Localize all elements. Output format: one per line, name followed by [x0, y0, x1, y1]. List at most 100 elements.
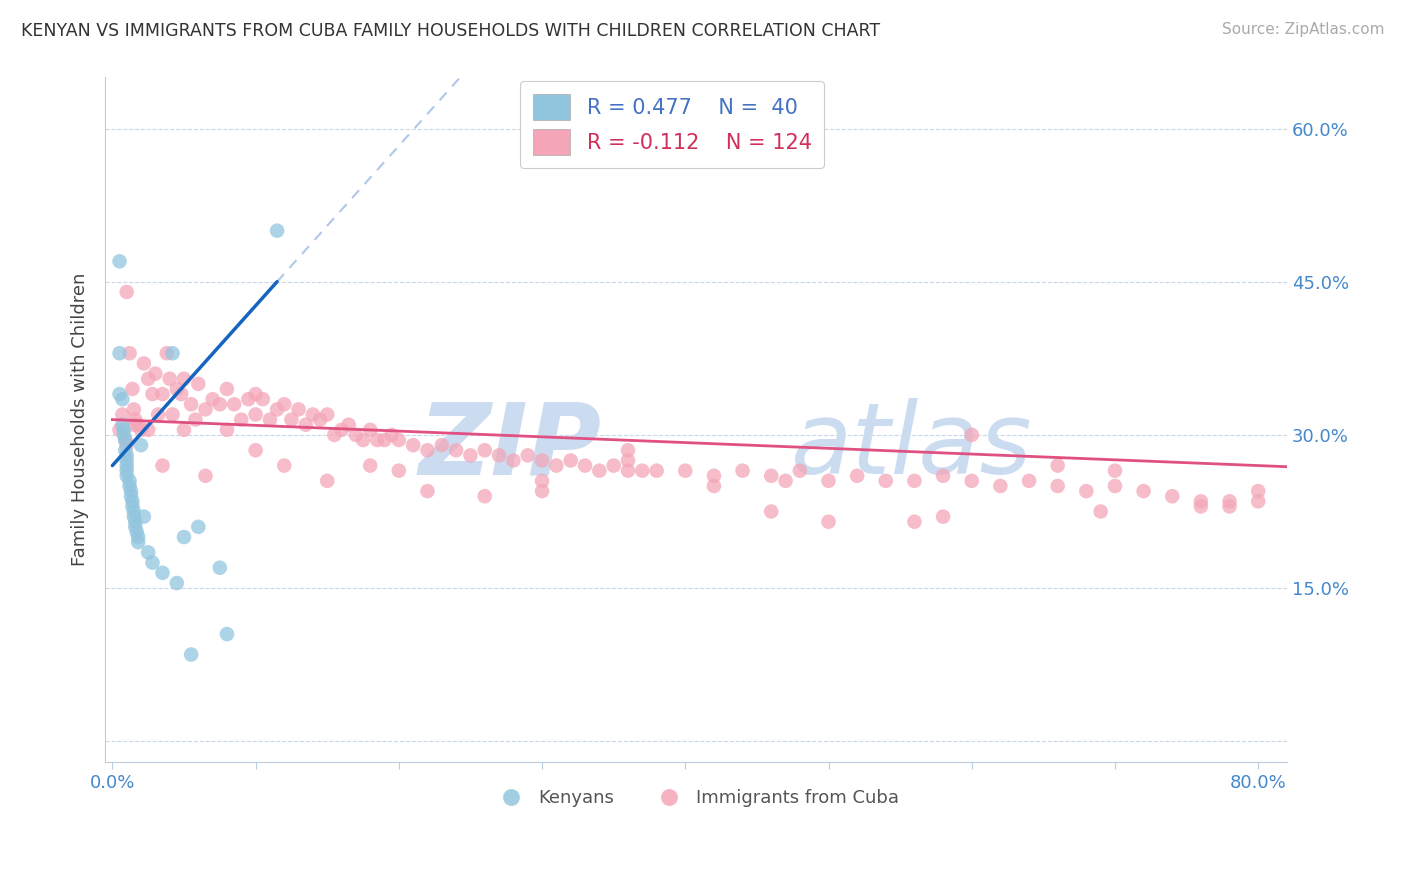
Point — [143, 367, 166, 381]
Point — [114, 443, 136, 458]
Point — [516, 448, 538, 462]
Point — [121, 500, 143, 514]
Point — [416, 484, 439, 499]
Point — [111, 408, 134, 422]
Point — [112, 423, 135, 437]
Point — [124, 412, 146, 426]
Point — [1046, 479, 1069, 493]
Point — [121, 382, 143, 396]
Point — [703, 479, 725, 493]
Text: ZIP: ZIP — [419, 399, 602, 495]
Point — [108, 254, 131, 268]
Point — [990, 479, 1012, 493]
Point — [125, 524, 148, 539]
Point — [201, 392, 224, 407]
Point — [761, 468, 783, 483]
Point — [173, 423, 195, 437]
Point — [111, 392, 134, 407]
Point — [252, 392, 274, 407]
Point — [215, 627, 238, 641]
Point — [531, 453, 554, 467]
Point — [194, 402, 217, 417]
Point — [259, 412, 281, 426]
Text: atlas: atlas — [790, 399, 1032, 495]
Point — [817, 474, 839, 488]
Point — [474, 489, 496, 503]
Point — [1104, 464, 1126, 478]
Point — [166, 382, 188, 396]
Point — [402, 438, 425, 452]
Point — [388, 433, 411, 447]
Point — [359, 423, 381, 437]
Point — [208, 397, 231, 411]
Point — [316, 408, 339, 422]
Point — [215, 423, 238, 437]
Point — [1104, 479, 1126, 493]
Point — [444, 443, 467, 458]
Point — [273, 397, 295, 411]
Point — [132, 509, 155, 524]
Point — [122, 509, 145, 524]
Point — [617, 443, 640, 458]
Point — [129, 438, 152, 452]
Point — [120, 484, 142, 499]
Point — [302, 408, 325, 422]
Point — [152, 458, 174, 473]
Point — [381, 428, 404, 442]
Point — [111, 417, 134, 432]
Point — [141, 556, 163, 570]
Point — [352, 433, 374, 447]
Point — [208, 560, 231, 574]
Point — [238, 392, 260, 407]
Legend: Kenyans, Immigrants from Cuba: Kenyans, Immigrants from Cuba — [486, 782, 905, 814]
Point — [159, 372, 181, 386]
Point — [129, 423, 152, 437]
Point — [631, 464, 654, 478]
Point — [245, 443, 267, 458]
Point — [1132, 484, 1154, 499]
Point — [115, 285, 138, 299]
Point — [1218, 494, 1240, 508]
Point — [416, 443, 439, 458]
Point — [118, 479, 141, 493]
Point — [127, 535, 149, 549]
Point — [132, 356, 155, 370]
Point — [731, 464, 754, 478]
Point — [115, 458, 138, 473]
Point — [761, 504, 783, 518]
Point — [122, 504, 145, 518]
Point — [152, 387, 174, 401]
Point — [960, 474, 983, 488]
Point — [531, 474, 554, 488]
Point — [1076, 484, 1098, 499]
Point — [366, 433, 388, 447]
Point — [474, 443, 496, 458]
Point — [166, 576, 188, 591]
Point — [323, 428, 346, 442]
Point — [224, 397, 246, 411]
Point — [266, 224, 288, 238]
Point — [173, 372, 195, 386]
Point — [502, 453, 524, 467]
Text: KENYAN VS IMMIGRANTS FROM CUBA FAMILY HOUSEHOLDS WITH CHILDREN CORRELATION CHART: KENYAN VS IMMIGRANTS FROM CUBA FAMILY HO… — [21, 22, 880, 40]
Point — [560, 453, 582, 467]
Point — [187, 520, 209, 534]
Point — [280, 412, 302, 426]
Point — [294, 417, 316, 432]
Point — [115, 438, 138, 452]
Point — [148, 408, 170, 422]
Point — [546, 458, 568, 473]
Point — [1018, 474, 1040, 488]
Point — [115, 468, 138, 483]
Point — [588, 464, 610, 478]
Point — [309, 412, 332, 426]
Point — [245, 387, 267, 401]
Point — [115, 464, 138, 478]
Point — [531, 484, 554, 499]
Point — [127, 530, 149, 544]
Point — [1161, 489, 1184, 503]
Point — [460, 448, 482, 462]
Point — [617, 464, 640, 478]
Point — [273, 458, 295, 473]
Point — [266, 402, 288, 417]
